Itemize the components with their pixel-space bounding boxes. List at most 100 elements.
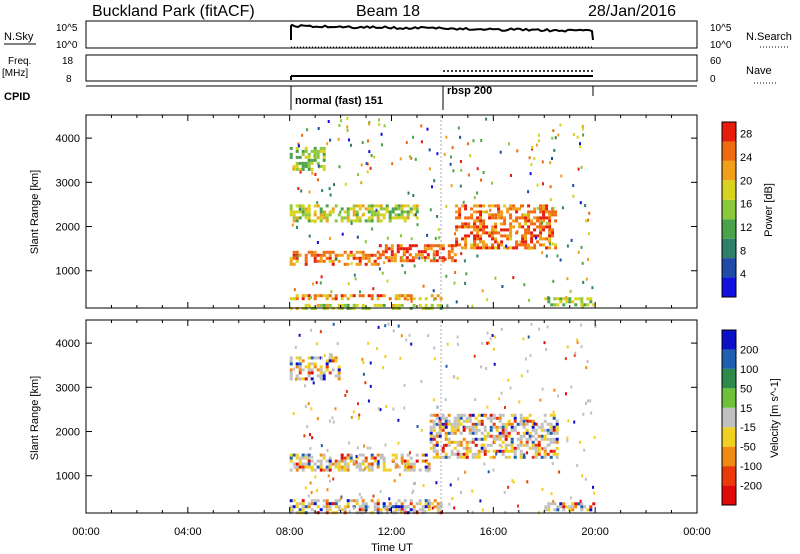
- power-cell: [464, 222, 468, 226]
- power-cell: [582, 280, 585, 284]
- velocity-cell: [429, 419, 433, 423]
- power-cell: [589, 300, 593, 304]
- velocity-cell: [373, 502, 377, 506]
- power-cell: [509, 225, 513, 229]
- velocity-cell: [394, 462, 398, 466]
- velocity-cell: [332, 477, 335, 481]
- power-cell: [500, 228, 504, 232]
- velocity-cell: [549, 422, 553, 426]
- power-cell: [314, 173, 317, 176]
- power-cell: [307, 210, 311, 214]
- power-cell: [346, 262, 350, 266]
- velocity-cell: [520, 454, 523, 458]
- power-cell: [322, 152, 326, 156]
- velocity-cell: [516, 422, 520, 426]
- power-cell: [464, 240, 468, 244]
- velocity-cell: [592, 485, 594, 489]
- power-cell: [515, 216, 519, 220]
- velocity-cell: [435, 455, 439, 459]
- power-cell: [479, 246, 483, 250]
- power-cell: [408, 247, 412, 251]
- velocity-cell: [334, 359, 338, 363]
- velocity-colorbar-tick-label: -15: [740, 422, 756, 434]
- power-cell: [296, 254, 299, 258]
- power-cell: [461, 246, 465, 250]
- velocity-cell: [540, 425, 544, 429]
- velocity-cell: [450, 440, 454, 444]
- power-cell: [455, 204, 459, 208]
- power-cell: [388, 210, 392, 214]
- velocity-cell: [369, 361, 372, 365]
- velocity-cell: [315, 342, 318, 346]
- power-cell: [551, 234, 555, 238]
- velocity-cell: [355, 456, 359, 460]
- power-cell: [449, 162, 452, 166]
- power-cell: [344, 182, 347, 186]
- power-cell: [516, 230, 519, 234]
- velocity-cell: [298, 456, 302, 460]
- power-cell: [467, 234, 471, 238]
- velocity-cell: [487, 341, 490, 345]
- power-cell: [572, 194, 575, 198]
- velocity-cell: [477, 428, 481, 432]
- power-cell: [298, 216, 302, 220]
- power-cell: [334, 219, 338, 223]
- power-cell: [352, 213, 356, 217]
- velocity-cell: [355, 465, 359, 469]
- power-cell: [295, 167, 299, 171]
- power-cell: [363, 212, 366, 216]
- power-cell: [548, 237, 552, 241]
- power-cell: [391, 216, 395, 220]
- velocity-cell: [471, 452, 475, 456]
- velocity-cell: [388, 502, 392, 506]
- power-cell: [467, 225, 471, 229]
- power-cell: [317, 164, 320, 168]
- velocity-cell: [540, 428, 544, 432]
- power-cell: [396, 247, 400, 251]
- velocity-cell: [337, 459, 341, 463]
- velocity-cell: [322, 468, 326, 472]
- velocity-cell: [435, 443, 439, 447]
- power-cell: [414, 256, 418, 260]
- velocity-cell: [513, 419, 517, 423]
- velocity-cell: [483, 425, 487, 429]
- power-cell: [319, 281, 322, 285]
- power-cell: [400, 210, 404, 214]
- power-cell: [289, 213, 293, 217]
- velocity-cell: [485, 367, 488, 370]
- velocity-cell: [379, 408, 382, 412]
- power-cell: [337, 259, 341, 263]
- velocity-cell: [313, 502, 317, 506]
- velocity-cell: [501, 425, 505, 429]
- power-cell: [325, 256, 329, 260]
- velocity-cell: [377, 460, 380, 464]
- power-cell: [346, 213, 350, 217]
- velocity-cell: [427, 462, 431, 466]
- velocity-cell: [539, 398, 542, 402]
- power-cell: [379, 294, 383, 298]
- velocity-cell: [489, 434, 493, 438]
- power-cell: [455, 300, 458, 304]
- velocity-cell: [361, 468, 365, 472]
- velocity-cell: [531, 455, 535, 459]
- power-cell: [472, 139, 475, 143]
- power-cell: [568, 297, 572, 301]
- power-cell: [405, 250, 409, 254]
- velocity-cell: [340, 508, 344, 512]
- power-cell: [370, 213, 374, 217]
- velocity-cell: [418, 502, 422, 506]
- velocity-cell: [534, 449, 538, 453]
- power-cell: [500, 222, 504, 226]
- velocity-cell: [444, 422, 448, 426]
- velocity-cell: [301, 465, 305, 469]
- velocity-cell: [400, 453, 404, 457]
- velocity-cell: [336, 342, 339, 346]
- power-colorbar-swatch: [722, 258, 736, 278]
- power-cell: [304, 256, 308, 260]
- velocity-cell: [556, 505, 560, 509]
- power-cell: [408, 244, 412, 248]
- power-cell: [464, 237, 468, 241]
- power-cell: [530, 240, 534, 244]
- velocity-cell: [409, 451, 411, 455]
- velocity-cell: [531, 443, 535, 447]
